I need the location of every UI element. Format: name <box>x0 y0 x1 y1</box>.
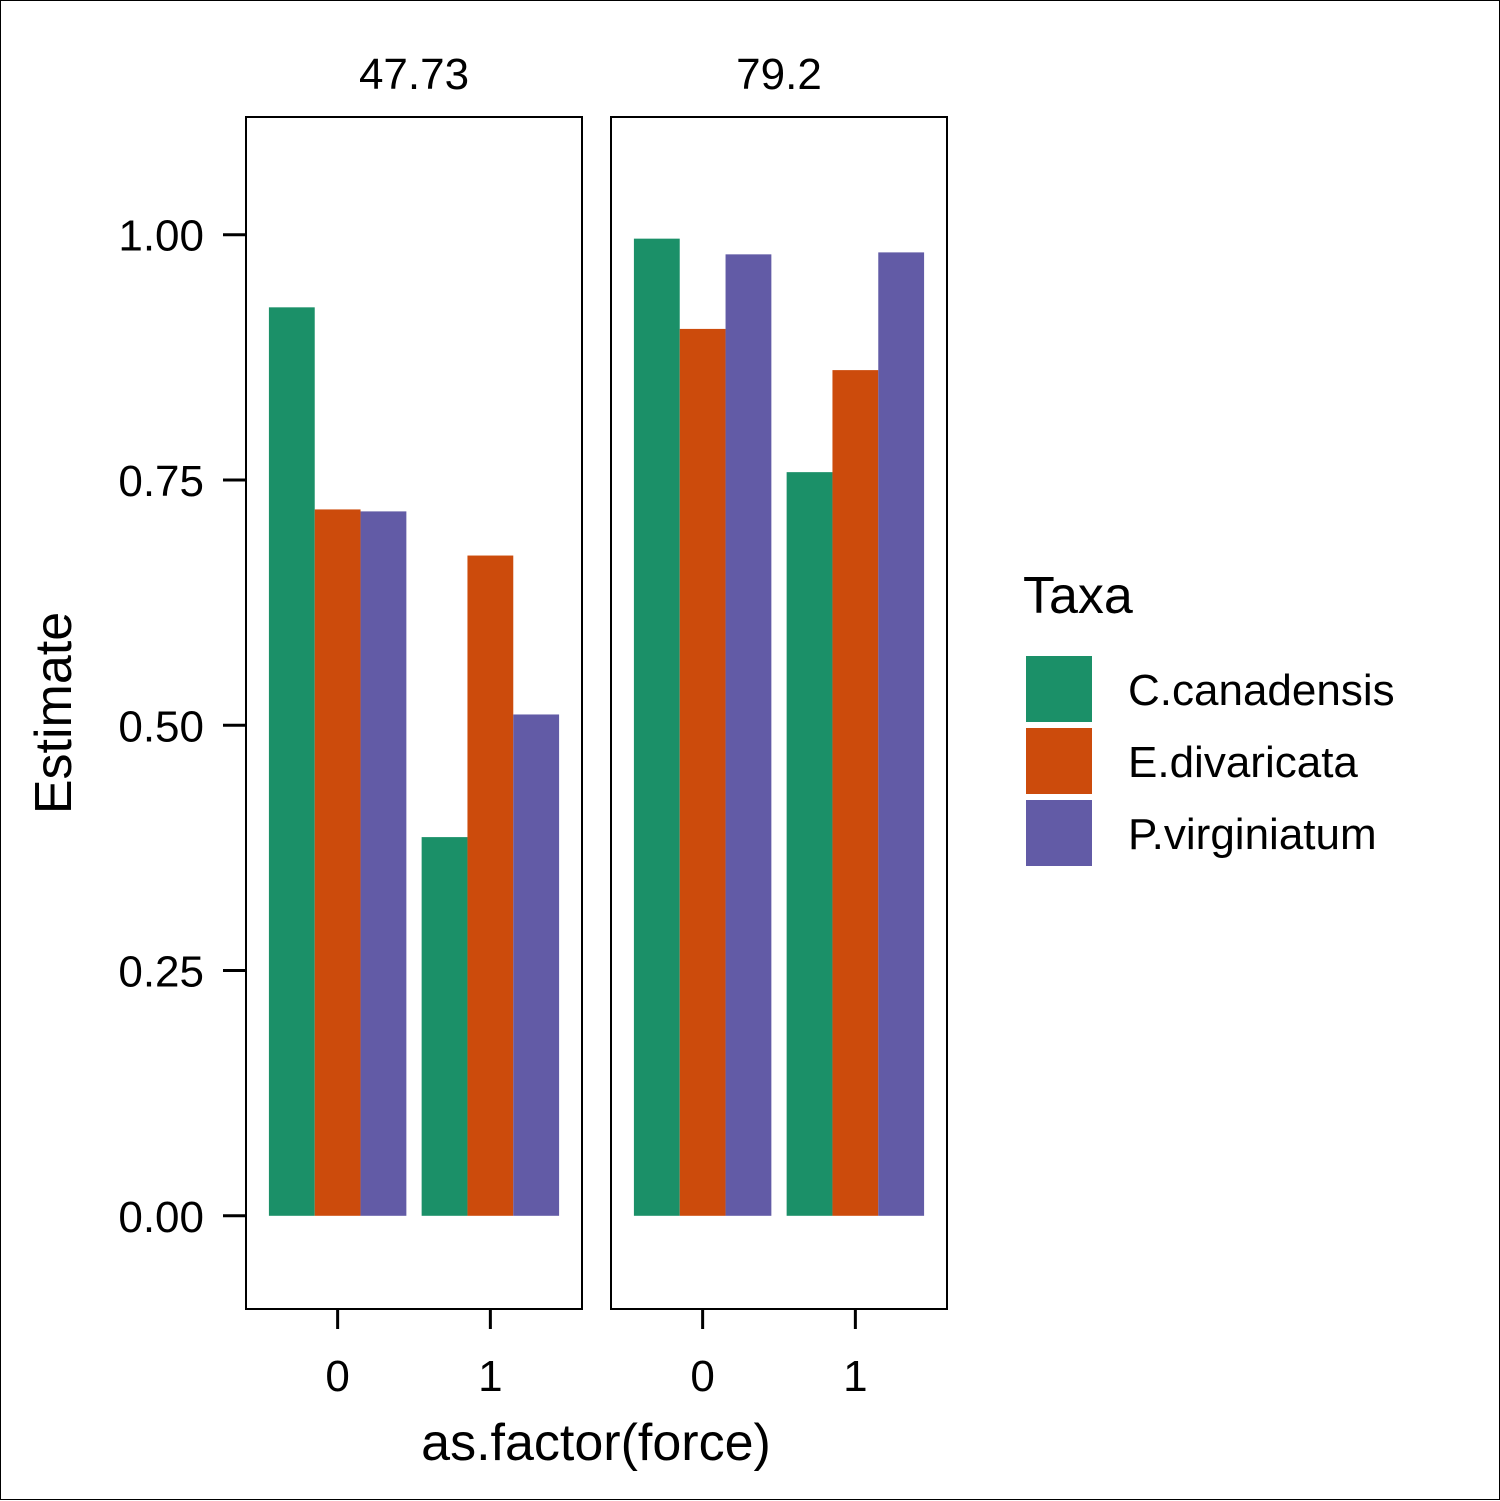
y-axis-title: Estimate <box>25 612 83 814</box>
legend-label: P.virginiatum <box>1128 810 1377 859</box>
bar-c-canadensis <box>421 837 468 1216</box>
bar-p-virginiatum <box>513 714 560 1216</box>
y-axis: 0.00 0.25 0.50 0.75 1.00 <box>118 212 245 1242</box>
y-tick-label: 0.25 <box>118 948 204 997</box>
facet-strip-label: 79.2 <box>736 50 822 99</box>
bar-e-divaricata <box>832 370 879 1216</box>
panel-border <box>610 116 948 1310</box>
legend-label: C.canadensis <box>1128 666 1395 715</box>
x-axis: 0 1 0 1 <box>325 1309 868 1401</box>
bar-c-canadensis <box>268 307 315 1216</box>
y-tick-label: 1.00 <box>118 212 204 261</box>
y-tick-label: 0.75 <box>118 457 204 506</box>
panel-1: 79.2 <box>610 50 948 1310</box>
x-tick-label: 1 <box>843 1352 867 1401</box>
legend-swatch <box>1026 728 1092 794</box>
panel-border <box>245 116 583 1310</box>
bar-e-divaricata <box>467 555 514 1216</box>
facet-strip-label: 47.73 <box>359 50 469 99</box>
panel-0: 47.73 <box>245 50 583 1310</box>
x-tick-label: 0 <box>325 1352 349 1401</box>
x-tick-label: 1 <box>478 1352 502 1401</box>
bar-e-divaricata <box>314 509 361 1216</box>
y-tick-label: 0.50 <box>118 702 204 751</box>
bar-p-virginiatum <box>725 254 772 1216</box>
legend: Taxa C.canadensis E.divaricata P.virginiat… <box>1023 567 1395 866</box>
legend-title: Taxa <box>1023 567 1133 625</box>
bar-p-virginiatum <box>360 511 407 1216</box>
bar-e-divaricata <box>679 328 726 1216</box>
legend-items: C.canadensis E.divaricata P.virginiatum <box>1026 656 1395 866</box>
x-axis-title: as.factor(force) <box>421 1414 771 1472</box>
legend-swatch <box>1026 800 1092 866</box>
legend-label: E.divaricata <box>1128 738 1358 787</box>
y-tick-label: 0.00 <box>118 1193 204 1242</box>
bar-c-canadensis <box>786 472 833 1216</box>
bar-c-canadensis <box>633 238 680 1216</box>
legend-swatch <box>1026 656 1092 722</box>
bar-p-virginiatum <box>878 252 925 1216</box>
x-tick-label: 0 <box>690 1352 714 1401</box>
panels-layer: 47.73 79.2 <box>245 50 948 1310</box>
